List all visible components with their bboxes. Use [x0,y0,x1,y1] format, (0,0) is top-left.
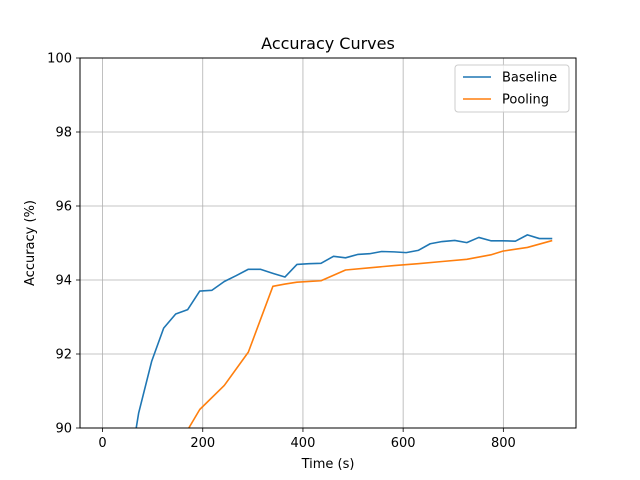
y-tick-label: 90 [55,422,72,437]
x-tick-label: 800 [491,436,516,451]
series-layer [135,234,553,428]
series-line-baseline [135,234,553,428]
y-axis-label: Accuracy (%) [23,200,38,286]
y-tick-label: 92 [55,348,72,363]
y-tick-label: 98 [55,126,72,141]
x-tick-label: 0 [98,436,106,451]
y-tick-label: 100 [47,52,72,67]
x-axis-ticks: 0 200 400 600 800 [98,428,516,451]
x-tick-label: 600 [391,436,416,451]
legend: Baseline Pooling [454,64,570,113]
x-tick-label: 400 [291,436,316,451]
legend-label: Pooling [502,93,549,108]
y-tick-label: 94 [55,274,72,289]
x-axis-label: Time (s) [301,457,355,472]
x-tick-label: 200 [190,436,215,451]
chart-title: Accuracy Curves [261,34,395,53]
plot-area-frame [79,57,577,429]
y-axis-ticks: 90 92 94 96 98 100 [47,52,80,437]
legend-label: Baseline [502,71,557,86]
y-tick-label: 96 [55,200,72,215]
series-line-pooling [187,239,553,428]
